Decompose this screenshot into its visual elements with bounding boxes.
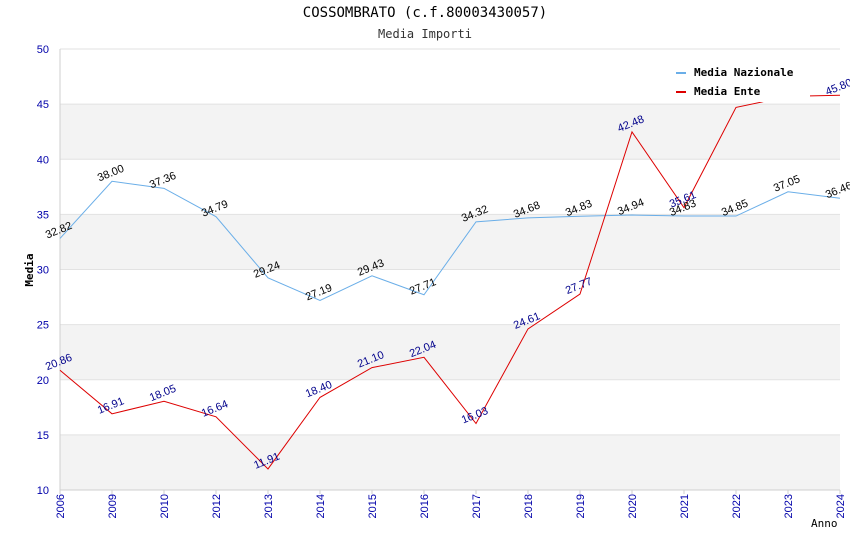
grid-band [60, 434, 840, 490]
x-tick-labels: 2006 2009 2010 2012 2013 2014 2015 2016 2017 2018… [55, 490, 847, 518]
x-tick-label: 2018 [523, 494, 535, 518]
chart-title: COSSOMBRATO (c.f.80003430057) [302, 5, 548, 21]
x-tick-label: 2013 [263, 494, 275, 518]
x-tick-label: 2019 [575, 494, 587, 518]
grid-band [60, 214, 840, 270]
chart-subtitle: Media Importi [378, 27, 472, 41]
grid-bands [60, 48, 840, 491]
y-tick-label: 50 [37, 44, 49, 56]
y-tick-label: 20 [37, 375, 49, 387]
y-axis-label: Media [23, 253, 36, 286]
series-line-media-ente [59, 94, 841, 470]
x-tick-label: 2023 [783, 494, 795, 518]
y-tick-label: 10 [37, 485, 49, 497]
grid-band [60, 324, 840, 380]
legend-label: Media Nazionale [694, 66, 794, 79]
series-line-media-nazionale [59, 180, 841, 302]
y-tick-label: 45 [37, 99, 49, 111]
legend-box [670, 60, 810, 102]
grid-band [60, 379, 840, 435]
x-axis-label: Anno [811, 517, 838, 530]
x-tick-label: 2006 [55, 494, 67, 518]
grid-band [60, 159, 840, 215]
y-tick-label: 15 [37, 430, 49, 442]
grid-band [60, 104, 840, 160]
grid-band [60, 269, 840, 325]
y-tick-label: 40 [37, 154, 49, 166]
x-tick-label: 2022 [731, 494, 743, 518]
x-tick-label: 2017 [471, 494, 483, 518]
x-tick-label: 2015 [367, 494, 379, 518]
x-tick-label: 2024 [835, 494, 847, 518]
x-tick-label: 2012 [211, 494, 223, 518]
x-tick-label: 2009 [107, 494, 119, 518]
y-tick-label: 35 [37, 209, 49, 221]
x-tick-label: 2010 [159, 494, 171, 518]
x-tick-label: 2020 [627, 494, 639, 518]
y-tick-label: 25 [37, 320, 49, 332]
x-tick-label: 2021 [679, 494, 691, 518]
axes [59, 49, 840, 491]
y-tick-labels: 10 15 20 25 30 35 40 45 50 [37, 44, 49, 497]
x-tick-label: 2014 [315, 494, 327, 518]
series-lines [59, 94, 841, 470]
y-tick-label: 30 [37, 265, 49, 277]
legend: Media Nazionale Media Ente [670, 60, 810, 102]
x-tick-label: 2016 [419, 494, 431, 518]
legend-label: Media Ente [694, 85, 761, 98]
